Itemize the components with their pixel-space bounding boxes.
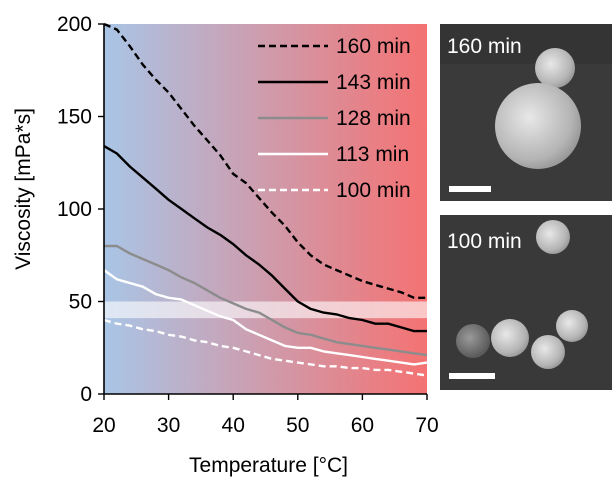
series-line-2	[104, 244, 428, 357]
scale-bar-top	[449, 186, 491, 192]
sem-panel-bottom: 100 min	[440, 215, 612, 390]
series-line-0	[103, 22, 427, 299]
legend-label-0: 160 min	[336, 35, 411, 58]
sem-panel-bottom-label: 100 min	[447, 230, 522, 253]
series-line-1	[103, 145, 427, 333]
series-line-4	[103, 318, 428, 377]
legend-label-3: 113 min	[336, 143, 409, 166]
x-tick-label-2: 40	[222, 414, 245, 437]
sem-particle-1	[536, 220, 570, 254]
legend-label-2: 128 min	[336, 107, 411, 130]
x-tick-label-4: 60	[351, 414, 374, 437]
sem-particle-large	[495, 83, 581, 169]
sem-particle-2	[456, 324, 490, 358]
y-ticks: 0 50 100 150 200	[57, 13, 104, 406]
legend: 160 min 143 min 128 min 113 min 100 min	[258, 35, 411, 202]
x-axis-title: Temperature [°C]	[189, 454, 348, 477]
x-tick-label-0: 20	[92, 414, 115, 437]
legend-label-4: 100 min	[336, 179, 411, 202]
plot-area	[103, 22, 428, 394]
sem-panel-top-label: 160 min	[447, 35, 522, 58]
x-tick-label-1: 30	[157, 414, 180, 437]
sem-particle-4	[531, 335, 565, 369]
sem-panel-bottom-background	[440, 215, 612, 390]
y-axis-title: Viscosity [mPa*s]	[12, 108, 35, 270]
sem-panel-top-shade	[440, 24, 612, 64]
y-tick-label-4: 200	[57, 13, 92, 36]
highlight-band	[104, 301, 427, 319]
y-tick-label-0: 0	[80, 383, 92, 406]
sem-particle-small	[535, 48, 575, 88]
x-tick-label-5: 70	[415, 414, 438, 437]
scale-bar-bottom	[449, 373, 495, 379]
series-line-3	[103, 269, 428, 366]
y-tick-label-1: 50	[69, 291, 92, 314]
axes: 0 50 100 150 200 20 30 40 50 60 70 Temperature [°…	[12, 13, 439, 477]
sem-particle-5	[556, 310, 588, 342]
legend-label-1: 143 min	[336, 71, 411, 94]
y-tick-label-2: 100	[57, 198, 92, 221]
x-ticks: 20 30 40 50 60 70	[92, 394, 439, 437]
sem-particle-3	[491, 319, 529, 357]
series-layer	[103, 22, 428, 377]
x-tick-label-3: 50	[286, 414, 309, 437]
sem-panel-top: 160 min	[440, 24, 612, 201]
y-tick-label-3: 150	[57, 106, 92, 129]
